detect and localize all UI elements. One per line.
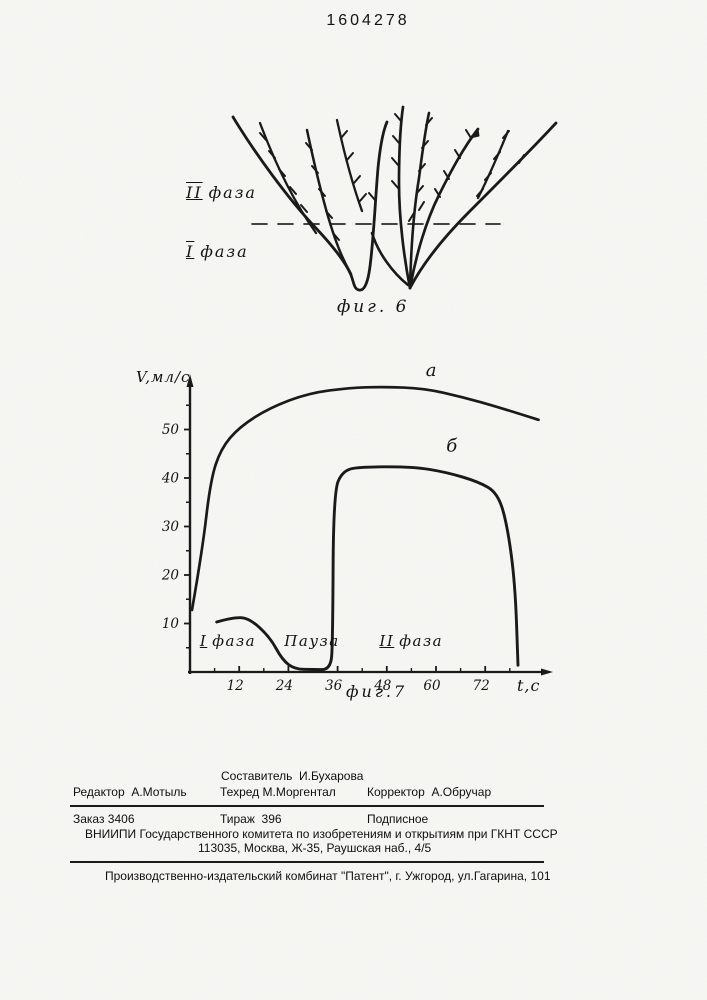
figure6-phase2-label: II фаза (186, 183, 257, 202)
branch-barbs (259, 113, 525, 241)
imprint-editor: Редактор А.Мотыль (73, 785, 187, 799)
divider-line-2 (70, 861, 544, 863)
x-tick-label: 12 (227, 678, 244, 694)
curve-a (190, 385, 540, 612)
x-tick-label: 36 (325, 678, 343, 694)
branch-right-outer (408, 121, 558, 290)
x-axis-label: t,c (517, 676, 541, 695)
x-tick-label: 60 (423, 678, 441, 694)
twig-left (258, 121, 318, 235)
twig-arrow-tip (469, 128, 480, 139)
y-tick-label: 50 (162, 422, 180, 438)
x-tick-label: 24 (275, 678, 293, 694)
phase1-word: фаза (200, 242, 249, 261)
imprint-compiler: Составитель И.Бухарова (221, 769, 364, 783)
divider-line-1 (70, 805, 544, 807)
imprint-subscription: Подписное (367, 812, 429, 826)
y-axis-label: V,мл/с (136, 368, 191, 386)
y-tick-label: 30 (162, 519, 180, 535)
imprint-techred: Техред М.Моргентал (220, 785, 336, 799)
series-label-б: б (446, 435, 458, 456)
imprint-corrector: Корректор А.Обручар (367, 785, 492, 799)
phase2-word: фаза (208, 183, 257, 202)
phase1-numeral: I (186, 242, 195, 261)
imprint-address: 113035, Москва, Ж-35, Раушская наб., 4/5 (198, 841, 432, 855)
curve-б (215, 465, 520, 672)
phase2-numeral: II (186, 183, 203, 202)
y-tick-label: 20 (161, 568, 180, 584)
imprint-printer: Производственно-издательский комбинат "П… (105, 869, 551, 883)
y-tick-label: 10 (162, 616, 180, 632)
twig-center-left (335, 118, 364, 213)
figure7-caption: фиг.7 (346, 682, 408, 701)
x-tick-label: 72 (473, 678, 490, 694)
figure6-caption: фиг. 6 (337, 297, 410, 317)
x-axis-arrow (541, 668, 553, 676)
y-tick-label: 40 (161, 471, 180, 487)
patent-number: 1604278 (326, 12, 410, 29)
branch-v-fan-1 (397, 105, 412, 290)
series-label-a: a (426, 360, 437, 381)
figure6-drawing (231, 105, 558, 292)
imprint-committee: ВНИИПИ Государственного комитета по изоб… (85, 827, 558, 841)
imprint-order: Заказ 3406 (73, 812, 135, 826)
imprint-print-run: Тираж 396 (220, 812, 282, 826)
